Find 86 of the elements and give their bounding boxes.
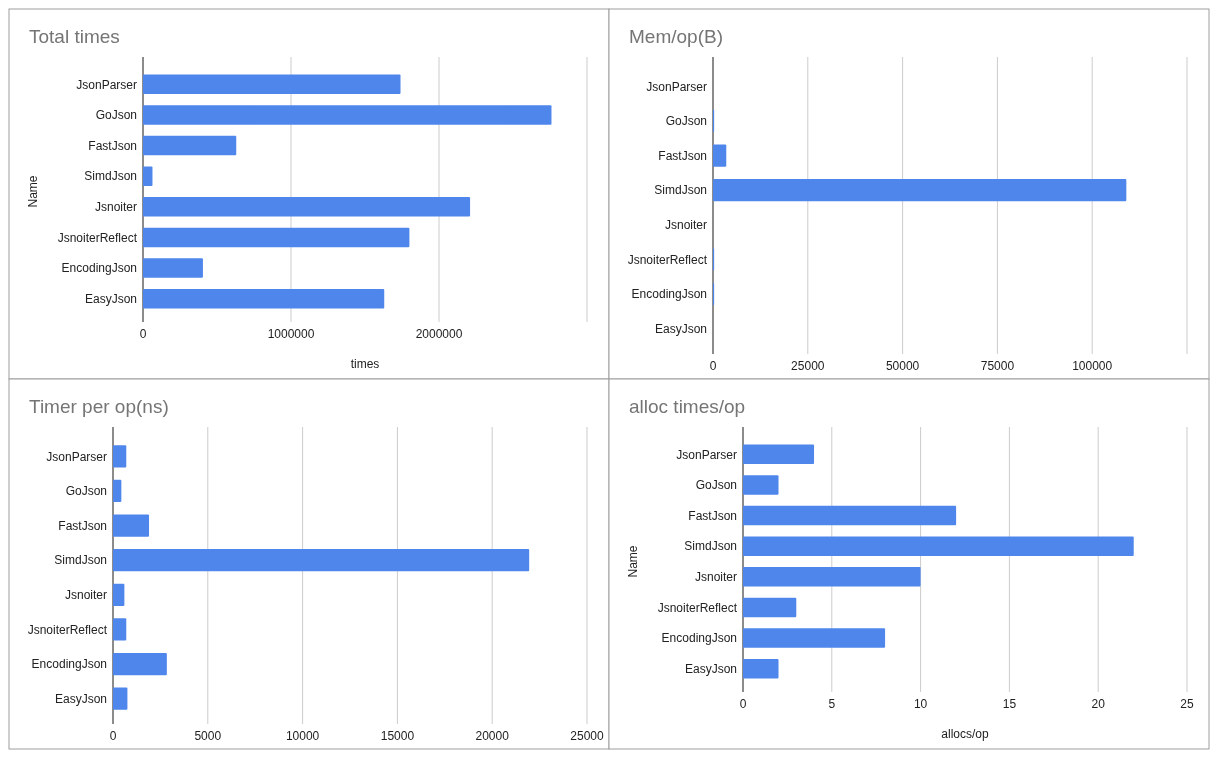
bar xyxy=(713,179,1127,202)
bar xyxy=(113,514,150,537)
y-tick-label: JsnoiterReflect xyxy=(657,600,738,615)
y-tick-label: EasyJson xyxy=(84,291,137,306)
y-tick-label: JsnoiterReflect xyxy=(27,622,108,637)
chart-title: alloc times/op xyxy=(629,396,746,417)
x-tick-label: 2000000 xyxy=(415,327,463,341)
bar xyxy=(143,74,401,95)
bar xyxy=(143,197,471,217)
y-tick-label: Jsnoiter xyxy=(694,570,737,585)
y-tick-label: GoJson xyxy=(65,484,107,499)
y-tick-label: EncodingJson xyxy=(661,631,737,646)
y-tick-label: SimdJson xyxy=(84,169,137,184)
x-tick-label: 20000 xyxy=(475,729,510,743)
y-tick-label: EncodingJson xyxy=(631,287,707,302)
x-tick-label: 1000000 xyxy=(267,327,315,341)
x-tick-label: 25 xyxy=(1180,697,1194,711)
y-axis-title: Name xyxy=(26,175,40,208)
x-tick-label: 5 xyxy=(828,697,836,711)
x-tick-label: 0 xyxy=(109,729,117,743)
y-tick-label: JsonParser xyxy=(76,77,137,92)
y-tick-label: GoJson xyxy=(665,114,707,129)
bar xyxy=(743,444,815,465)
y-tick-label: Jsnoiter xyxy=(64,588,107,603)
bar xyxy=(743,475,779,495)
bar xyxy=(143,288,385,309)
y-tick-label: GoJson xyxy=(95,108,137,123)
bar xyxy=(113,583,125,606)
y-tick-label: GoJson xyxy=(695,478,737,493)
bar xyxy=(113,549,530,572)
y-tick-label: EasyJson xyxy=(54,691,107,706)
bar xyxy=(113,618,127,641)
x-tick-label: 15 xyxy=(1002,697,1017,711)
x-tick-label: 50000 xyxy=(885,359,920,373)
chart-title: Mem/op(B) xyxy=(629,26,723,47)
bar xyxy=(743,505,957,526)
y-tick-label: FastJson xyxy=(688,508,737,523)
y-tick-label: FastJson xyxy=(58,518,107,533)
chart-title: Timer per op(ns) xyxy=(29,396,169,417)
y-tick-label: EncodingJson xyxy=(31,657,107,672)
x-tick-label: 20 xyxy=(1091,697,1106,711)
y-tick-label: Jsnoiter xyxy=(664,218,707,233)
x-tick-label: 10000 xyxy=(285,729,320,743)
x-tick-label: 0 xyxy=(739,697,747,711)
y-tick-label: SimdJson xyxy=(684,539,737,554)
x-tick-label: 25000 xyxy=(570,729,605,743)
y-tick-label: EncodingJson xyxy=(61,261,137,276)
x-axis-title: allocs/op xyxy=(941,727,989,741)
y-tick-label: JsnoiterReflect xyxy=(627,252,708,267)
x-tick-label: 100000 xyxy=(1072,359,1113,373)
bar xyxy=(743,567,921,587)
x-tick-label: 0 xyxy=(139,327,147,341)
bar xyxy=(143,258,203,278)
bar xyxy=(713,144,727,167)
y-tick-label: JsnoiterReflect xyxy=(57,230,138,245)
x-axis-title: times xyxy=(350,357,380,371)
bar xyxy=(113,479,122,503)
y-tick-label: Jsnoiter xyxy=(94,200,137,215)
bar xyxy=(143,135,237,156)
y-tick-label: FastJson xyxy=(88,138,137,153)
y-tick-label: FastJson xyxy=(658,148,707,163)
bar xyxy=(113,445,127,468)
bar xyxy=(143,166,153,186)
y-tick-label: JsonParser xyxy=(676,447,737,462)
y-tick-label: JsonParser xyxy=(646,79,707,94)
x-tick-label: 5000 xyxy=(194,729,222,743)
y-tick-label: JsonParser xyxy=(46,449,107,464)
bar xyxy=(743,658,779,679)
bar xyxy=(743,597,797,618)
bar xyxy=(743,536,1134,556)
y-tick-label: SimdJson xyxy=(54,553,107,568)
chart-title: Total times xyxy=(29,26,120,47)
bar xyxy=(143,105,552,125)
x-tick-label: 15000 xyxy=(380,729,415,743)
bar xyxy=(113,652,167,676)
x-tick-label: 75000 xyxy=(980,359,1015,373)
x-tick-label: 10 xyxy=(913,697,928,711)
y-tick-label: EasyJson xyxy=(684,661,737,676)
x-tick-label: 25000 xyxy=(791,359,825,373)
y-tick-label: EasyJson xyxy=(654,321,707,336)
x-tick-label: 0 xyxy=(709,359,717,373)
bar xyxy=(143,227,410,248)
bar xyxy=(113,687,128,710)
y-axis-title: Name xyxy=(626,545,640,578)
bar xyxy=(743,628,886,648)
y-tick-label: SimdJson xyxy=(654,183,707,198)
